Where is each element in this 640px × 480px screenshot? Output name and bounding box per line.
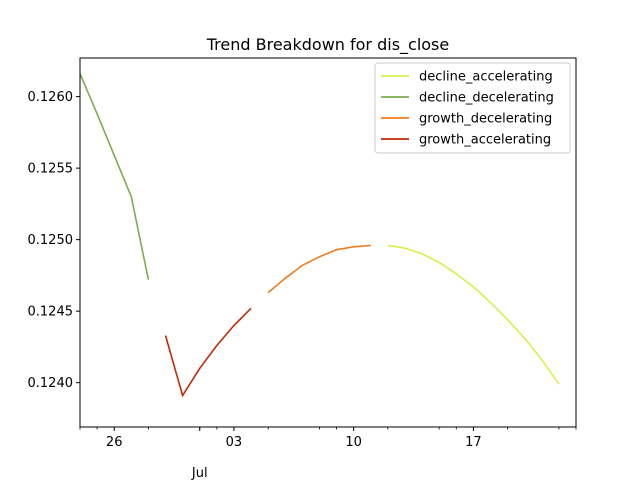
plot-frame xyxy=(79,57,577,428)
y-tick-label: 0.1250 xyxy=(28,233,74,248)
series-line-decline-decelerating xyxy=(79,73,150,280)
legend: decline_accelerating decline_decelerating… xyxy=(374,62,571,154)
series-layer xyxy=(79,73,560,398)
legend-box xyxy=(374,62,571,154)
y-axis: 0.1240 0.1245 0.1250 0.1255 0.1260 xyxy=(28,90,80,391)
legend-label: growth_decelerating xyxy=(419,112,552,127)
legend-label: decline_decelerating xyxy=(419,91,554,106)
y-tick-label: 0.1260 xyxy=(28,90,74,105)
series-line-growth-decelerating xyxy=(267,244,371,294)
legend-label: growth_accelerating xyxy=(419,133,551,148)
y-tick-label: 0.1240 xyxy=(28,376,74,391)
legend-label: decline_accelerating xyxy=(419,70,553,85)
x-tick-label: 17 xyxy=(465,435,482,450)
x-tick-label: 26 xyxy=(106,435,123,450)
series-line-decline-accelerating xyxy=(387,244,560,385)
x-month-label: Jul xyxy=(191,466,208,480)
series-line-growth-accelerating xyxy=(164,307,252,398)
x-tick-label: 10 xyxy=(345,435,362,450)
x-tick-label: 03 xyxy=(226,435,243,450)
y-tick-label: 0.1245 xyxy=(28,305,74,320)
y-tick-label: 0.1255 xyxy=(28,162,74,177)
x-axis: 26 03 10 17 xyxy=(79,427,577,450)
chart-title: Trend Breakdown for dis_close xyxy=(206,35,449,55)
